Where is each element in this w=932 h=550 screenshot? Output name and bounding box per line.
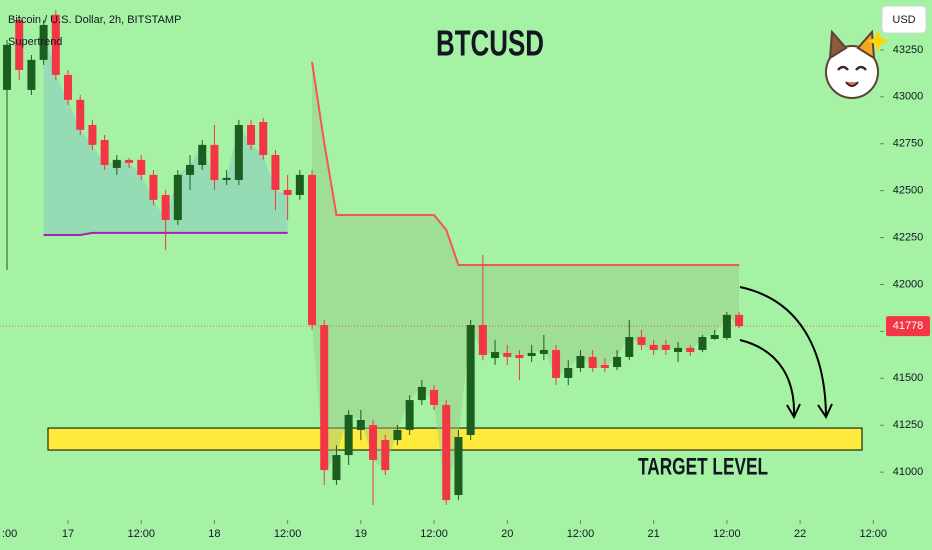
candle-body <box>442 404 451 501</box>
y-tick-label: 43250 <box>893 44 924 56</box>
candle-body <box>466 325 475 435</box>
x-tick-label: 12:00 <box>274 528 302 540</box>
candle-body <box>161 194 170 220</box>
candle-body <box>454 437 463 496</box>
candle-body <box>320 325 329 471</box>
candle-body <box>405 400 414 430</box>
x-tick-label: 18 <box>208 528 220 540</box>
x-tick-label: 12:00 <box>127 528 155 540</box>
candle-body <box>539 349 548 354</box>
trend-fill <box>312 61 740 501</box>
currency-button[interactable] <box>881 5 927 34</box>
forecast-arrows <box>739 286 833 420</box>
x-tick-label: 22 <box>794 528 806 540</box>
x-tick-label: 17 <box>62 528 74 540</box>
candle-body <box>271 155 280 190</box>
candle-body <box>332 455 341 481</box>
y-tick-label: 41250 <box>893 419 924 431</box>
candle-body <box>27 59 36 90</box>
candle-body <box>613 356 622 368</box>
candle-body <box>515 355 524 359</box>
candle-body <box>64 74 73 100</box>
indicator-label: Supertrend <box>8 36 62 48</box>
candle-body <box>125 159 134 163</box>
candle-body <box>88 124 97 145</box>
currency-label: USD <box>892 14 915 26</box>
candle-body <box>600 364 609 368</box>
candle-body <box>722 314 731 338</box>
x-tick-label: 19 <box>355 528 367 540</box>
candle-body <box>51 14 60 75</box>
candle-body <box>735 314 744 327</box>
candle-body <box>15 19 24 70</box>
candle-body <box>527 352 536 356</box>
candle-body <box>430 389 439 405</box>
candle-body <box>308 174 317 326</box>
x-tick-label: 12:00 <box>567 528 595 540</box>
candle-body <box>417 386 426 401</box>
cat-icon <box>825 29 889 99</box>
candle-body <box>698 337 707 350</box>
x-tick-label: 20 <box>501 528 513 540</box>
candle-body <box>625 337 634 357</box>
candle-body <box>649 344 658 350</box>
last-price-tag <box>886 316 930 337</box>
candle-body <box>369 425 378 460</box>
candle-body <box>283 189 292 195</box>
symbol-header: Bitcoin / U.S. Dollar, 2h, BITSTAMP <box>8 14 181 26</box>
plot <box>0 9 880 505</box>
candle-body <box>576 355 585 368</box>
candle-body <box>234 124 243 180</box>
y-tick-label: 42250 <box>893 231 924 243</box>
candle-body <box>149 174 158 200</box>
candle-body <box>588 356 597 368</box>
candle-body <box>137 159 146 175</box>
y-tick-label: 42000 <box>893 278 924 290</box>
candle-body <box>344 414 353 456</box>
x-tick-label: 12:00 <box>860 528 888 540</box>
x-tick-label: 21 <box>648 528 660 540</box>
chart-title: BTCUSD <box>436 23 544 64</box>
candle-body <box>112 159 121 168</box>
candle-body <box>674 347 683 353</box>
candle-body <box>503 352 512 357</box>
candle-body <box>247 124 256 145</box>
candle-body <box>210 144 219 180</box>
candle-body <box>356 419 365 430</box>
candle-body <box>295 174 304 195</box>
candle-body <box>173 174 182 220</box>
candle-body <box>100 139 109 165</box>
candle-body <box>186 164 195 175</box>
candle-body <box>491 352 500 359</box>
candle-body <box>76 99 85 130</box>
candle-body <box>661 344 670 350</box>
candle-body <box>259 121 268 156</box>
candle-body <box>39 24 48 60</box>
y-tick-label: 42500 <box>893 185 924 197</box>
candle-body <box>381 440 390 471</box>
target-label: TARGET LEVEL <box>638 453 768 480</box>
candle-body <box>478 325 487 356</box>
candle-body <box>3 44 12 90</box>
supertrend-line <box>311 61 740 266</box>
y-tick-label: 41000 <box>893 466 924 478</box>
x-tick-label: :00 <box>2 528 17 540</box>
candle-body <box>686 347 695 353</box>
y-tick-label: 42750 <box>893 138 924 150</box>
y-tick-label: 41500 <box>893 372 924 384</box>
x-tick-label: 12:00 <box>420 528 448 540</box>
candle-body <box>198 144 207 165</box>
candle-body <box>393 429 402 441</box>
last-price-label: 41778 <box>893 320 924 332</box>
candle-body <box>637 337 646 345</box>
y-tick-label: 43000 <box>893 91 924 103</box>
candle-body <box>710 334 719 339</box>
x-tick-label: 12:00 <box>713 528 741 540</box>
candle-body <box>564 367 573 378</box>
candle-body <box>552 349 561 378</box>
candle-body <box>222 177 231 180</box>
